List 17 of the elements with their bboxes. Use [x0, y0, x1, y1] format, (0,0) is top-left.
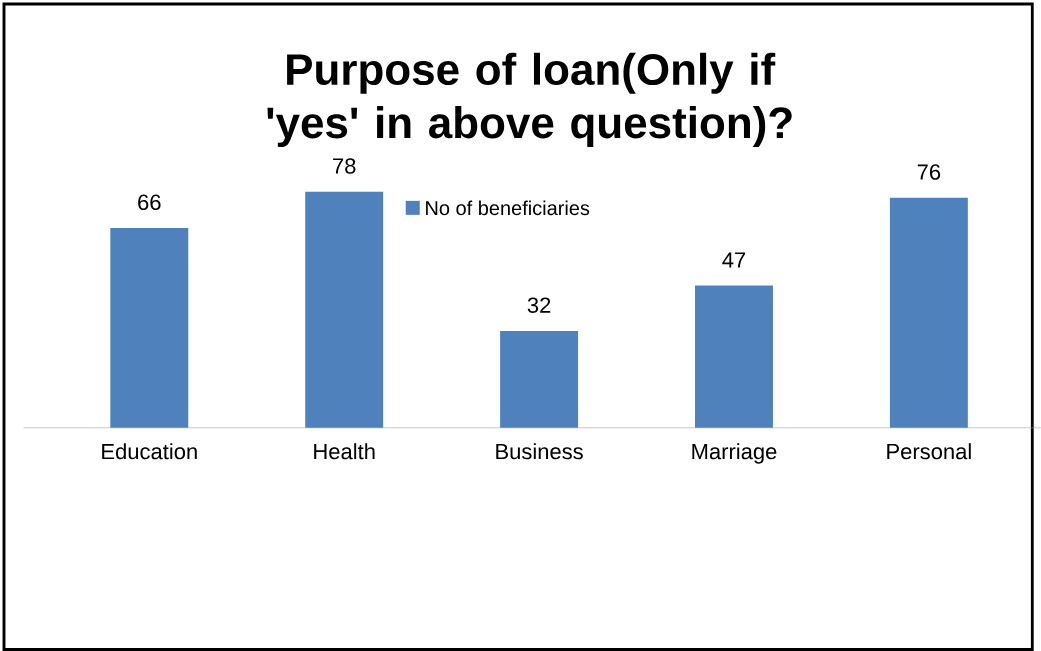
chart-title: Purpose of loan(Only if 'yes' in above question)? — [267, 52, 792, 148]
bar — [889, 197, 968, 428]
data-label: 32 — [527, 297, 551, 313]
bar — [110, 228, 189, 428]
data-label: 76 — [917, 164, 941, 180]
x-tick-label: Marriage — [692, 443, 777, 464]
legend-label: No of beneficiaries — [426, 200, 590, 216]
x-tick-label: Personal — [887, 443, 971, 460]
x-tick-label: Business — [496, 443, 583, 460]
x-tick-label: Health — [314, 443, 375, 460]
data-label: 78 — [333, 158, 356, 174]
x-tick-label: Education — [102, 443, 197, 460]
data-label: 47 — [722, 252, 746, 268]
data-label: 66 — [138, 194, 161, 211]
bar — [500, 330, 579, 428]
bar — [695, 285, 773, 428]
bar — [305, 191, 384, 428]
